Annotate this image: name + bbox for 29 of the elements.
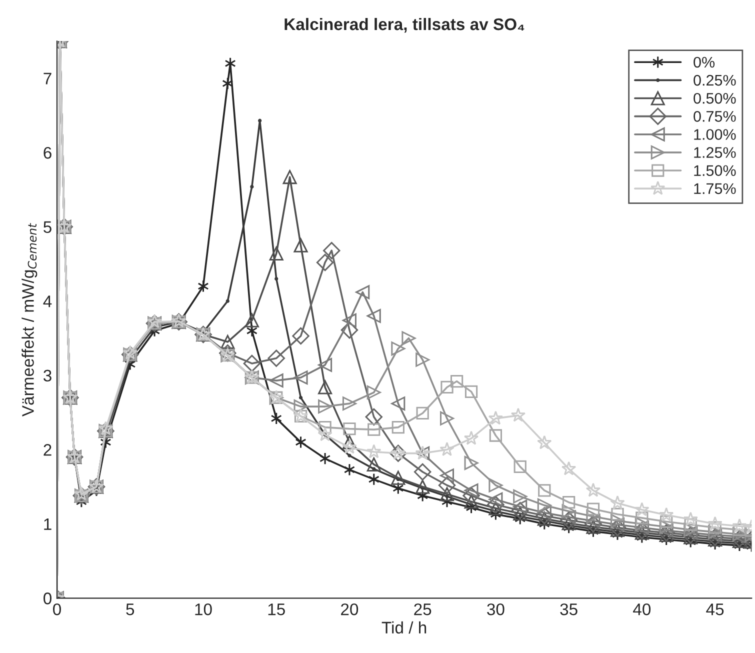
y-axis-title: Värmeeffekt / mW/g$_{Cement}$	[22, 222, 38, 416]
legend-label: 1.25%	[694, 147, 736, 158]
legend-label: 1.75%	[694, 183, 736, 194]
x-tick-label: 30	[487, 603, 504, 616]
y-tick-label: 7	[44, 72, 52, 84]
y-tick-label: 4	[43, 296, 52, 308]
legend-label: 0.25%	[694, 74, 736, 86]
chart-title: Kalcinerad lera, tillsats av SO₄	[284, 18, 524, 33]
x-tick-label: 40	[633, 603, 651, 616]
legend-label: 0.75%	[694, 111, 736, 122]
x-tick-label: 35	[560, 603, 578, 616]
x-axis-title: Tid / h	[382, 621, 426, 634]
legend-label: 0%	[694, 56, 715, 68]
legend-label: 1.00%	[694, 129, 736, 140]
y-tick-label: 1	[44, 518, 52, 530]
x-tick-label: 45	[706, 604, 724, 616]
x-tick-label: 5	[126, 604, 134, 616]
y-tick-label: 6	[44, 146, 52, 159]
y-tick-label: 5	[44, 221, 52, 234]
y-tick-label: 2	[44, 444, 52, 456]
legend-label: 0.50%	[694, 92, 736, 104]
x-tick-label: 15	[268, 604, 285, 616]
x-tick-label: 10	[195, 603, 212, 616]
y-tick-label: 3	[44, 370, 52, 382]
legend-label: 1.50%	[694, 165, 736, 176]
x-tick-label: 20	[341, 603, 358, 616]
y-tick-label: 0	[44, 592, 52, 604]
x-tick-label: 0	[53, 603, 61, 616]
x-tick-label: 25	[414, 603, 432, 616]
